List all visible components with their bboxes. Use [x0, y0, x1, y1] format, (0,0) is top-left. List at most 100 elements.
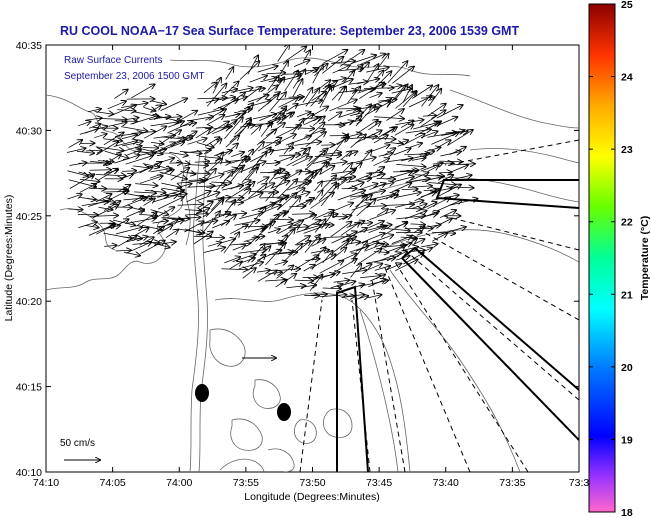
- current-vector: [302, 88, 313, 103]
- current-vector: [194, 161, 210, 162]
- current-vector: [378, 153, 393, 156]
- current-vector: [349, 116, 361, 125]
- current-vector: [152, 227, 164, 235]
- current-vector: [296, 225, 321, 233]
- current-vector: [230, 225, 247, 235]
- current-vector: [158, 197, 184, 210]
- current-vector: [385, 142, 403, 144]
- current-vector: [319, 295, 347, 297]
- current-vector: [274, 156, 294, 164]
- current-vector: [340, 222, 360, 236]
- current-vector: [286, 286, 305, 288]
- current-vector: [367, 235, 393, 245]
- current-vector: [188, 117, 214, 122]
- current-vector: [273, 177, 286, 191]
- current-vector: [312, 65, 323, 84]
- current-vector: [339, 50, 364, 67]
- current-vector: [223, 232, 239, 254]
- current-vector: [238, 262, 263, 270]
- current-vector: [367, 295, 382, 298]
- current-vector: [141, 224, 161, 230]
- current-vector: [139, 162, 162, 174]
- current-vector: [387, 85, 402, 88]
- current-vector: [314, 190, 323, 201]
- current-vector: [338, 215, 352, 221]
- current-vector: [108, 105, 136, 117]
- current-vector: [169, 152, 188, 155]
- current-vector: [284, 71, 298, 92]
- current-vector: [284, 170, 302, 181]
- current-vector: [202, 212, 230, 224]
- current-vector: [405, 129, 431, 134]
- current-vector: [225, 67, 234, 80]
- current-vector: [304, 235, 320, 253]
- current-vector: [114, 155, 139, 164]
- current-vector: [196, 192, 219, 202]
- current-vector: [151, 101, 167, 104]
- current-vector: [168, 121, 184, 128]
- current-vector: [265, 243, 286, 266]
- current-vector: [99, 119, 127, 120]
- current-vector: [279, 62, 288, 76]
- current-vector: [366, 206, 386, 207]
- x-tick-label: 74:00: [166, 477, 192, 489]
- current-vector: [393, 171, 417, 172]
- current-vector: [312, 117, 325, 126]
- current-vector: [96, 141, 118, 156]
- colorbar-ticks: 25 24 23 22 21 20 19 18: [589, 0, 633, 518]
- current-vector: [158, 130, 181, 146]
- current-vector: [95, 175, 126, 176]
- current-vector: [350, 264, 362, 278]
- current-vector: [160, 98, 188, 111]
- current-vector: [243, 228, 266, 234]
- current-vector: [203, 83, 217, 94]
- current-vector: [67, 194, 82, 200]
- current-vector: [85, 128, 98, 134]
- current-vector: [351, 157, 376, 164]
- current-vector: [256, 177, 269, 184]
- current-vector: [179, 111, 197, 121]
- current-vector: [401, 189, 418, 190]
- x-tick-label: 73:45: [366, 477, 392, 489]
- current-vector: [284, 197, 300, 215]
- current-vector: [410, 224, 425, 225]
- current-vector: [95, 194, 112, 203]
- current-vector: [264, 195, 289, 211]
- current-vector: [86, 118, 102, 120]
- current-vector: [387, 61, 408, 83]
- current-vector: [125, 209, 144, 218]
- current-vector: [349, 89, 375, 92]
- current-vector: [386, 109, 404, 121]
- current-vector: [131, 242, 152, 252]
- current-vector: [170, 168, 189, 181]
- current-vector: [176, 162, 189, 164]
- current-vector: [342, 163, 352, 173]
- current-vector: [223, 144, 238, 157]
- current-vector: [338, 111, 361, 118]
- current-vector: [303, 117, 321, 126]
- x-axis-label: Longitude (Degrees:Minutes): [244, 491, 379, 503]
- current-vector: [356, 296, 369, 299]
- current-vector: [157, 142, 184, 152]
- current-vector: [359, 226, 386, 233]
- coverage-boundaries: [336, 179, 579, 472]
- current-vector: [356, 120, 378, 134]
- current-vector: [292, 119, 304, 134]
- current-vector: [76, 151, 94, 153]
- current-vector: [428, 89, 442, 107]
- current-vector: [184, 150, 211, 153]
- current-vector: [121, 171, 136, 172]
- current-vector: [286, 104, 297, 112]
- y-tick-label: 40:20: [16, 296, 42, 308]
- current-vector: [278, 179, 297, 198]
- current-vector: [186, 191, 211, 203]
- current-vector: [184, 228, 201, 234]
- current-vector: [421, 177, 442, 183]
- current-vector: [342, 71, 355, 85]
- current-vector: [332, 65, 350, 74]
- current-vector: [302, 200, 312, 209]
- current-vector: [277, 45, 290, 62]
- current-vector: [394, 245, 406, 253]
- current-vector: [449, 147, 466, 155]
